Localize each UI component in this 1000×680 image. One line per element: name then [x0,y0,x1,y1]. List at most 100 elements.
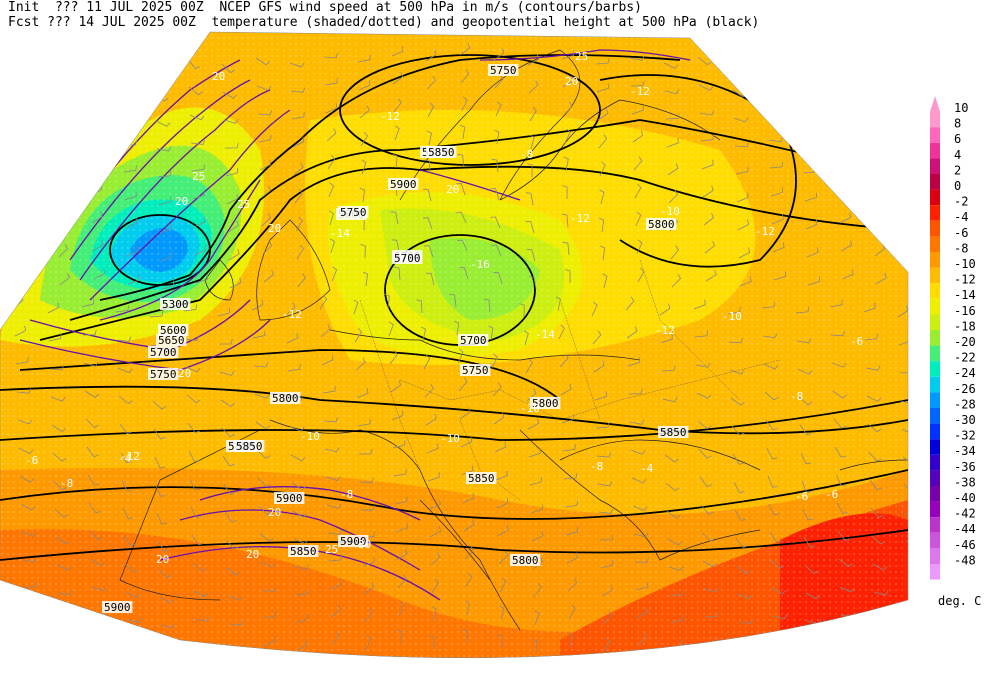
wind-barb [602,273,608,289]
wind-barb [82,329,97,336]
wind-barb [669,590,684,596]
wind-barb [666,510,681,519]
wind-barb [460,69,470,84]
wind-label: 25 [575,50,588,63]
legend-label: -2 [954,195,968,209]
legend-swatch [930,361,940,377]
wind-barb [527,418,540,430]
wind-barb [123,535,136,547]
height-label-bg [148,368,179,380]
wind-barb [701,159,714,170]
wind-barb [835,110,851,116]
height-labels: 5300560056505700575058005850590057005750… [102,64,689,614]
wind-barb [251,299,264,311]
wind-barb [356,388,369,399]
wind-barb [667,163,679,176]
wind-barb [559,353,569,368]
height-label: 5700 [150,346,177,359]
wind-barb [595,422,610,429]
wind-barb [909,248,917,261]
wind-barb [295,216,303,232]
wind-barb [119,59,133,71]
wind-barb [735,166,749,175]
wind-barb [599,161,606,177]
height-label: 5850 [236,440,263,453]
wind-barb [561,213,569,228]
wind-barb [464,545,474,560]
wind-barb [601,585,613,597]
wind-barb [22,557,38,563]
height-label: 5700 [394,252,421,265]
wind-barb [56,564,72,571]
wind-barb [562,185,568,200]
legend-label: -48 [954,553,976,567]
height-label-bg [102,601,133,613]
wind-barb [120,87,135,97]
wind-barb [52,452,67,462]
temperature-label: -10 [660,205,680,218]
legend-units: deg. C [938,594,982,608]
height-label: 5650 [158,334,185,347]
wind-barb [699,110,715,116]
wind-barb [53,112,68,119]
temperature-label: -12 [655,324,675,337]
wind-barb [529,134,535,150]
wind-barb [797,368,813,375]
wind-barb [461,465,474,476]
wind-barb [767,111,783,118]
wind-barb [124,563,139,573]
height-label: 5850 [660,426,687,439]
wind-barb [592,330,602,345]
wind-barb [562,444,576,452]
wind-barb [837,159,851,168]
wind-barb [494,441,507,453]
wind-barb [630,449,646,455]
wind-barb [51,60,67,69]
wind-barb [907,592,908,598]
legend-swatch [930,470,940,486]
wind-barb [218,339,233,345]
wind-barb [391,239,400,253]
height-label-bg [160,298,191,310]
wind-barb [527,163,533,178]
wind-barb [769,161,784,169]
temperature-label: -12 [282,308,302,321]
wind-barb [321,354,334,366]
wind-barb [625,296,635,311]
wind-barb [126,245,139,257]
wind-barb [89,530,103,541]
wind-barb [426,75,436,90]
legend-swatch [930,532,940,549]
height-label: 5800 [272,392,299,405]
wind-barb [805,219,818,230]
wind-barb [905,165,908,178]
legend-swatch [930,330,940,346]
wind-barb [493,272,503,285]
wind-barb [329,238,335,254]
height-label-bg [156,334,187,346]
wind-barb [832,390,847,399]
wind-barb [798,396,813,406]
wind-barb [493,48,505,61]
legend-label: -38 [954,475,976,489]
legend-label: -32 [954,429,976,443]
wind-barb [771,214,784,225]
wind-barb [155,484,166,497]
wind-barb [495,470,508,481]
wind-barb [671,273,681,288]
wind-barb [161,647,176,654]
wind-barb [665,113,680,120]
wind-barb [330,604,341,618]
wind-barb [228,248,240,261]
legend-arrow-top [930,96,940,112]
wind-barb [869,479,882,491]
temperature-label: -14 [535,328,555,341]
wind-barb [54,508,69,518]
wind-barb [355,357,366,371]
wind-barb [871,162,884,173]
wind-barb [871,535,886,545]
wind-barb [729,369,745,375]
wind-barb [90,558,105,567]
wind-barb [287,363,301,372]
wind-barb [358,80,371,91]
